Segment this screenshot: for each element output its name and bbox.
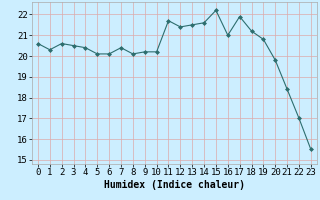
X-axis label: Humidex (Indice chaleur): Humidex (Indice chaleur) [104,180,245,190]
